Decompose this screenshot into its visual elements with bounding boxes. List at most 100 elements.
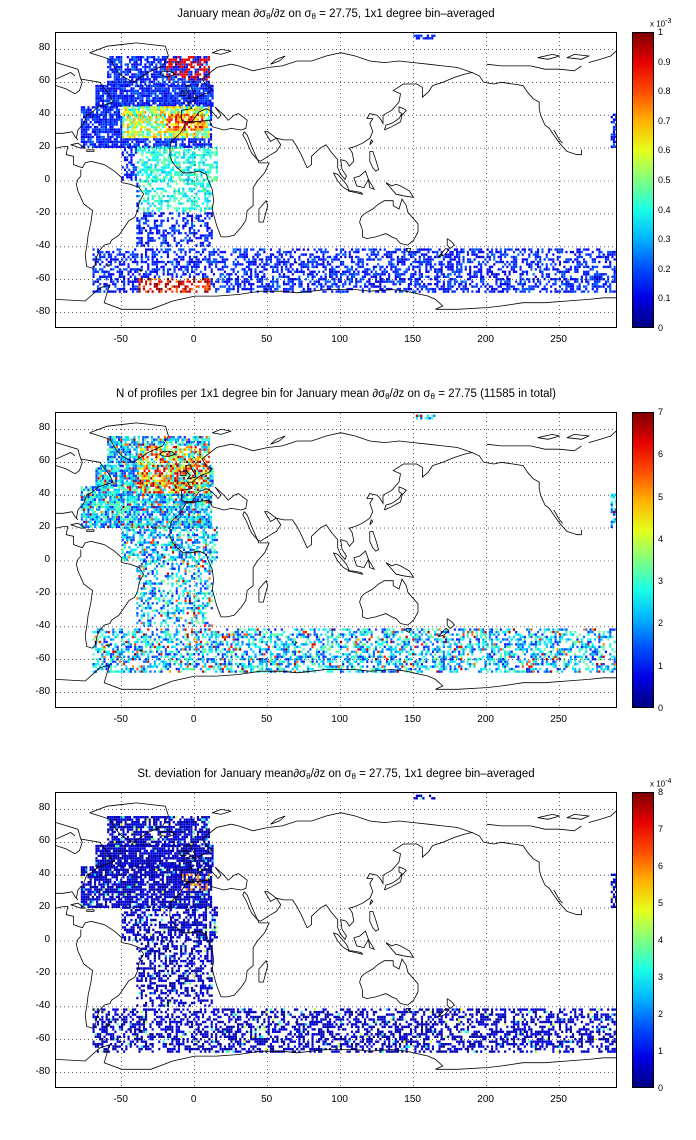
bin-cell (83, 108, 86, 111)
bin-cell (151, 202, 154, 205)
bin-cell (168, 125, 171, 129)
bin-cell (195, 273, 198, 276)
bin-cell (116, 253, 119, 256)
bin-cell (196, 143, 200, 146)
bin-cell (94, 128, 97, 131)
bin-cell (199, 140, 202, 144)
bin-cell (537, 280, 540, 283)
bin-cell (488, 258, 491, 261)
bin-cell (493, 275, 496, 278)
bin-cell (449, 250, 452, 254)
bin-cell (159, 138, 162, 141)
bin-cell (324, 273, 327, 276)
bin-cell (107, 140, 110, 144)
bin-cell (150, 99, 153, 102)
bin-cell (164, 143, 167, 146)
bin-cell (335, 265, 338, 269)
coastline (385, 182, 415, 198)
bin-cell (185, 135, 189, 139)
bin-cell (161, 146, 164, 149)
bin-cell (133, 63, 136, 66)
bin-cell (139, 443, 143, 446)
bin-cell (183, 125, 186, 129)
bin-cell (190, 128, 193, 131)
bin-cell (534, 258, 537, 261)
bin-cell (113, 80, 116, 84)
bin-cell (499, 248, 502, 251)
bin-cell (211, 151, 214, 154)
bin-cell (185, 70, 189, 74)
bin-cell (139, 70, 143, 74)
bin-cell (178, 151, 181, 154)
bin-cell (499, 268, 502, 271)
bin-cell (119, 94, 122, 98)
bin-cell (163, 84, 166, 88)
bin-cell (118, 287, 121, 291)
bin-cell (171, 275, 174, 278)
bin-cell (250, 278, 253, 281)
bin-cell (100, 138, 103, 141)
bin-cell (181, 130, 184, 134)
bin-cell (565, 270, 568, 273)
bin-cell (337, 258, 340, 261)
bin-cell (200, 97, 203, 100)
bin-cell (329, 275, 332, 278)
bin-cell (203, 135, 206, 139)
bin-cell (196, 111, 200, 114)
bin-cell (138, 180, 141, 183)
bin-cell (170, 108, 173, 111)
bin-cell (102, 102, 105, 105)
bin-cell (188, 108, 191, 111)
bin-cell (154, 176, 157, 179)
bin-cell (99, 278, 102, 281)
bin-cell (545, 273, 548, 276)
bin-cell (121, 275, 124, 278)
bin-cell (394, 275, 397, 278)
bin-cell (163, 94, 166, 98)
bin-cell (298, 258, 301, 261)
bin-cell (114, 260, 117, 264)
bin-cell (176, 173, 179, 176)
bin-cell (567, 258, 570, 261)
bin-cell (169, 185, 172, 188)
bin-cell (534, 263, 537, 266)
bin-cell (204, 248, 207, 251)
bin-cell (182, 190, 185, 193)
bin-cell (187, 176, 190, 179)
bin-cell (197, 190, 200, 193)
coastline (56, 78, 83, 95)
bin-cell (438, 270, 441, 273)
bin-cell (563, 290, 566, 293)
bin-cell (477, 287, 481, 291)
bin-cell (206, 280, 209, 283)
bin-cell (405, 270, 408, 273)
bin-cell (186, 219, 189, 222)
bin-cell (434, 250, 437, 254)
bin-cell (350, 273, 354, 276)
bin-cell (142, 209, 146, 213)
bin-cell (164, 111, 167, 114)
bin-cell (102, 130, 105, 134)
bin-cell (280, 265, 283, 269)
bin-cell (287, 270, 290, 273)
bin-cell (140, 180, 143, 183)
bin-cell (147, 212, 150, 215)
bin-cell (187, 104, 190, 107)
bin-cell (471, 290, 474, 293)
bin-cell (150, 80, 154, 84)
bin-cell (217, 280, 220, 283)
bin-cell (495, 250, 498, 254)
bin-cell (131, 128, 134, 131)
bin-cell (469, 258, 472, 261)
bin-cell (127, 280, 130, 283)
bin-cell (156, 232, 159, 235)
bin-cell (418, 285, 421, 288)
bin-cell (486, 248, 489, 251)
bin-cell (151, 248, 154, 251)
bin-cell (123, 146, 127, 149)
bin-cell (91, 111, 94, 114)
bin-cell (258, 248, 262, 251)
bin-cell (102, 87, 105, 90)
bin-cell (318, 278, 321, 281)
bin-cell (311, 270, 314, 273)
